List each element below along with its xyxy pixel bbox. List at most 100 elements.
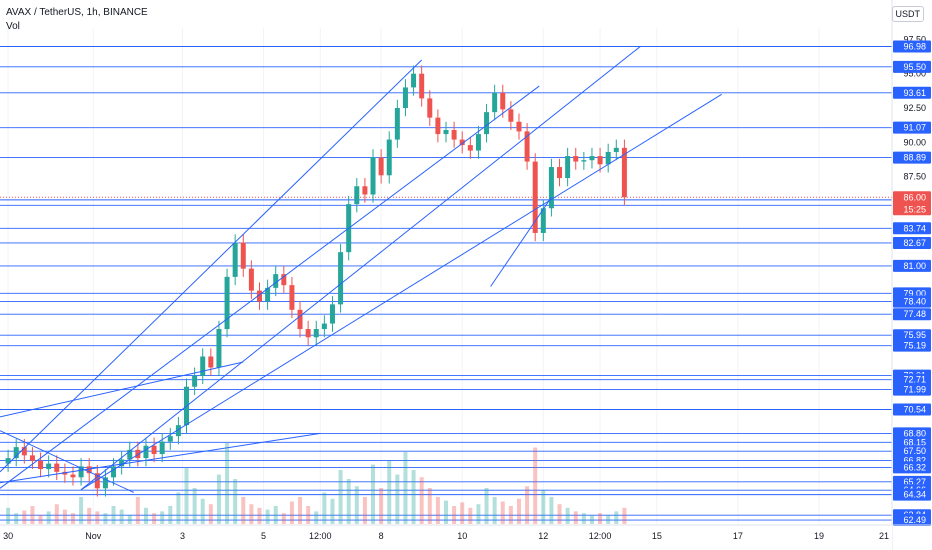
trend-line[interactable] xyxy=(490,196,552,287)
price-level-tag[interactable] xyxy=(893,445,931,458)
candle-body[interactable] xyxy=(516,121,522,132)
candle-body[interactable] xyxy=(265,287,271,302)
trend-line[interactable] xyxy=(0,85,540,489)
candle-body[interactable] xyxy=(175,425,181,437)
candle-body[interactable] xyxy=(386,139,392,176)
candle-body[interactable] xyxy=(427,98,433,118)
price-level-tag[interactable] xyxy=(893,308,931,321)
candle-body[interactable] xyxy=(216,329,222,368)
candle-body[interactable] xyxy=(540,208,546,233)
candle-body[interactable] xyxy=(273,274,279,288)
candle-body[interactable] xyxy=(78,466,84,478)
price-level-tag[interactable] xyxy=(893,373,931,386)
candle-body[interactable] xyxy=(329,304,335,324)
trend-line[interactable] xyxy=(80,45,641,491)
candle-body[interactable] xyxy=(557,167,563,179)
volume-indicator-label[interactable]: Vol xyxy=(6,21,20,32)
currency-button[interactable]: USDT xyxy=(891,6,924,22)
price-level-tag[interactable] xyxy=(893,60,931,73)
candle-body[interactable] xyxy=(321,323,327,330)
candle-body[interactable] xyxy=(70,474,76,478)
candle-body[interactable] xyxy=(13,447,19,459)
candle-body[interactable] xyxy=(46,463,52,470)
candle-body[interactable] xyxy=(532,161,538,233)
trend-line[interactable] xyxy=(80,93,722,491)
candle-body[interactable] xyxy=(111,466,117,478)
candle-body[interactable] xyxy=(192,375,198,387)
candle-body[interactable] xyxy=(411,73,417,88)
candle-body[interactable] xyxy=(500,92,506,110)
price-level-tag[interactable] xyxy=(893,151,931,164)
candle-body[interactable] xyxy=(565,156,571,179)
candle-body[interactable] xyxy=(135,449,141,459)
candle-body[interactable] xyxy=(451,129,457,140)
candle-body[interactable] xyxy=(102,477,108,489)
candle-body[interactable] xyxy=(370,157,376,195)
candle-body[interactable] xyxy=(151,445,157,454)
candle-body[interactable] xyxy=(248,268,254,291)
candle-body[interactable] xyxy=(5,458,11,464)
candle-body[interactable] xyxy=(21,447,27,456)
candle-body[interactable] xyxy=(313,329,319,338)
candle-body[interactable] xyxy=(200,356,206,376)
candle-body[interactable] xyxy=(143,445,149,459)
candle-body[interactable] xyxy=(29,455,35,461)
price-level-tag[interactable] xyxy=(893,339,931,352)
candle-body[interactable] xyxy=(484,112,490,135)
price-level-tag[interactable] xyxy=(893,403,931,416)
price-level-tag[interactable] xyxy=(893,121,931,134)
candle-body[interactable] xyxy=(475,134,481,151)
price-level-tag[interactable] xyxy=(893,86,931,99)
price-level-tag[interactable] xyxy=(893,40,931,53)
candle-body[interactable] xyxy=(224,276,230,330)
price-level-tag[interactable] xyxy=(893,222,931,235)
candle-body[interactable] xyxy=(467,145,473,151)
trend-line[interactable] xyxy=(0,59,423,473)
candle-body[interactable] xyxy=(435,117,441,135)
candle-body[interactable] xyxy=(459,139,465,146)
candle-body[interactable] xyxy=(289,285,295,310)
candle-body[interactable] xyxy=(362,186,368,195)
candle-body[interactable] xyxy=(54,463,60,472)
candle-body[interactable] xyxy=(597,156,603,165)
price-level-tag[interactable] xyxy=(893,236,931,249)
candle-body[interactable] xyxy=(508,109,514,122)
candle-body[interactable] xyxy=(256,290,262,302)
candle-body[interactable] xyxy=(338,252,344,305)
candle-body[interactable] xyxy=(281,274,287,286)
candle-body[interactable] xyxy=(378,157,384,176)
candle-body[interactable] xyxy=(305,329,311,338)
candle-body[interactable] xyxy=(240,242,246,269)
candle-body[interactable] xyxy=(605,151,611,165)
candle-body[interactable] xyxy=(297,309,303,330)
candle-body[interactable] xyxy=(38,460,44,470)
price-level-tag[interactable] xyxy=(893,383,931,396)
price-level-tag[interactable] xyxy=(893,259,931,272)
candle-body[interactable] xyxy=(524,131,530,162)
candle-body[interactable] xyxy=(621,147,627,198)
candle-body[interactable] xyxy=(419,73,425,99)
candle-body[interactable] xyxy=(573,156,579,162)
candle-body[interactable] xyxy=(86,466,92,474)
candle-body[interactable] xyxy=(232,242,238,277)
trend-line[interactable] xyxy=(0,361,244,418)
candle-body[interactable] xyxy=(402,87,408,109)
candle-body[interactable] xyxy=(581,160,587,162)
candle-body[interactable] xyxy=(492,92,498,113)
candle-body[interactable] xyxy=(127,449,133,460)
price-level-tag[interactable] xyxy=(893,295,931,308)
current-price-tag[interactable] xyxy=(893,191,931,216)
candle-body[interactable] xyxy=(167,436,173,442)
candle-body[interactable] xyxy=(443,129,449,135)
candle-body[interactable] xyxy=(548,167,554,209)
price-level-tag[interactable] xyxy=(893,461,931,474)
candle-body[interactable] xyxy=(208,356,214,368)
trend-line[interactable] xyxy=(0,430,135,493)
candle-body[interactable] xyxy=(94,473,100,489)
candle-body[interactable] xyxy=(394,108,400,140)
candle-body[interactable] xyxy=(613,147,619,152)
symbol-title[interactable]: AVAX / TetherUS, 1h, BINANCE xyxy=(6,7,148,18)
candle-body[interactable] xyxy=(589,156,595,161)
candle-body[interactable] xyxy=(354,186,360,205)
